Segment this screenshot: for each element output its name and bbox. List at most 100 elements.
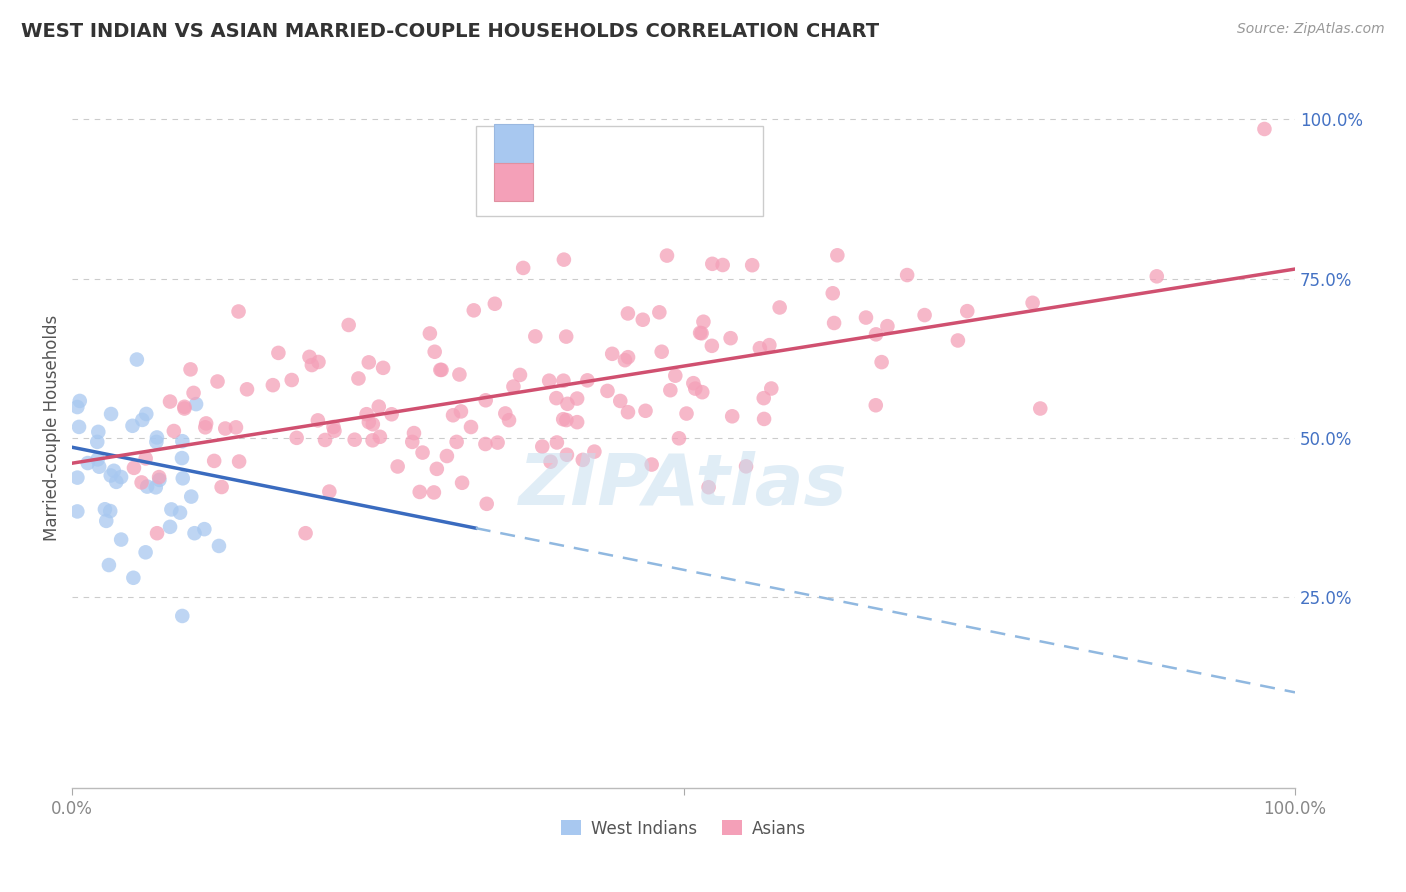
Point <box>502 379 524 393</box>
Point <box>100 468 122 483</box>
Point <box>211 480 233 494</box>
Point <box>208 539 231 553</box>
Point <box>122 571 145 585</box>
Point <box>308 355 330 369</box>
Point <box>294 526 316 541</box>
Text: 43: 43 <box>689 134 713 153</box>
Point <box>160 502 183 516</box>
Point <box>371 360 394 375</box>
Point <box>640 458 662 472</box>
Point <box>173 400 195 414</box>
Point <box>214 421 236 435</box>
Point <box>596 384 619 398</box>
Point <box>183 526 205 541</box>
Point <box>135 451 157 466</box>
Point <box>553 412 575 426</box>
Point <box>896 268 918 282</box>
Point <box>659 383 682 397</box>
Point <box>546 435 568 450</box>
Point <box>146 430 169 444</box>
FancyBboxPatch shape <box>494 124 533 162</box>
Point <box>512 260 534 275</box>
Point <box>735 459 758 474</box>
Point <box>721 409 744 424</box>
Point <box>412 445 434 459</box>
Point <box>648 305 671 319</box>
Text: 0.678: 0.678 <box>586 173 643 191</box>
Point <box>821 286 844 301</box>
Point <box>565 392 588 406</box>
Point <box>692 315 714 329</box>
Point <box>69 393 91 408</box>
Point <box>460 420 482 434</box>
Point <box>446 434 468 449</box>
Point <box>697 480 720 494</box>
Point <box>184 397 207 411</box>
Point <box>509 368 531 382</box>
Point <box>1146 269 1168 284</box>
Point <box>87 425 110 439</box>
Point <box>441 409 464 423</box>
Point <box>148 473 170 487</box>
Point <box>486 435 509 450</box>
Point <box>651 344 673 359</box>
Point <box>690 326 713 341</box>
Point <box>702 257 724 271</box>
Point <box>110 533 132 547</box>
Text: WEST INDIAN VS ASIAN MARRIED-COUPLE HOUSEHOLDS CORRELATION CHART: WEST INDIAN VS ASIAN MARRIED-COUPLE HOUS… <box>21 22 879 41</box>
Point <box>634 404 657 418</box>
Point <box>583 444 606 458</box>
Point <box>202 454 225 468</box>
Y-axis label: Married-couple Households: Married-couple Households <box>44 315 60 541</box>
Point <box>262 378 284 392</box>
Text: N =: N = <box>651 134 690 153</box>
Point <box>180 362 202 376</box>
Point <box>148 470 170 484</box>
Point <box>110 470 132 484</box>
Point <box>557 397 579 411</box>
Point <box>956 304 979 318</box>
Point <box>865 398 887 412</box>
Point <box>236 382 259 396</box>
Point <box>614 353 637 368</box>
Point <box>685 382 707 396</box>
Point <box>368 430 391 444</box>
Point <box>194 420 217 434</box>
Point <box>323 424 346 438</box>
Point <box>103 464 125 478</box>
Point <box>195 417 218 431</box>
Point <box>66 400 89 414</box>
Text: Source: ZipAtlas.com: Source: ZipAtlas.com <box>1237 22 1385 37</box>
Point <box>98 504 121 518</box>
Point <box>463 303 485 318</box>
Point <box>228 454 250 468</box>
Point <box>827 248 849 262</box>
Point <box>617 306 640 320</box>
Point <box>86 452 108 467</box>
Point <box>343 433 366 447</box>
Point <box>675 407 697 421</box>
Point <box>449 368 471 382</box>
Text: R =: R = <box>546 134 585 153</box>
Point <box>865 327 887 342</box>
Point <box>122 461 145 475</box>
Point <box>429 363 451 377</box>
Point <box>225 420 247 434</box>
Point <box>748 341 770 355</box>
Point <box>76 456 98 470</box>
Point <box>494 406 516 420</box>
Point <box>163 424 186 438</box>
Point <box>609 394 631 409</box>
Point <box>172 471 194 485</box>
Point <box>555 448 578 462</box>
Point <box>401 434 423 449</box>
Point <box>280 373 302 387</box>
Point <box>682 376 704 391</box>
Point <box>668 431 690 445</box>
Point <box>761 382 783 396</box>
Point <box>450 404 472 418</box>
Point <box>475 497 498 511</box>
Point <box>474 437 496 451</box>
Point <box>267 346 290 360</box>
Point <box>451 475 474 490</box>
